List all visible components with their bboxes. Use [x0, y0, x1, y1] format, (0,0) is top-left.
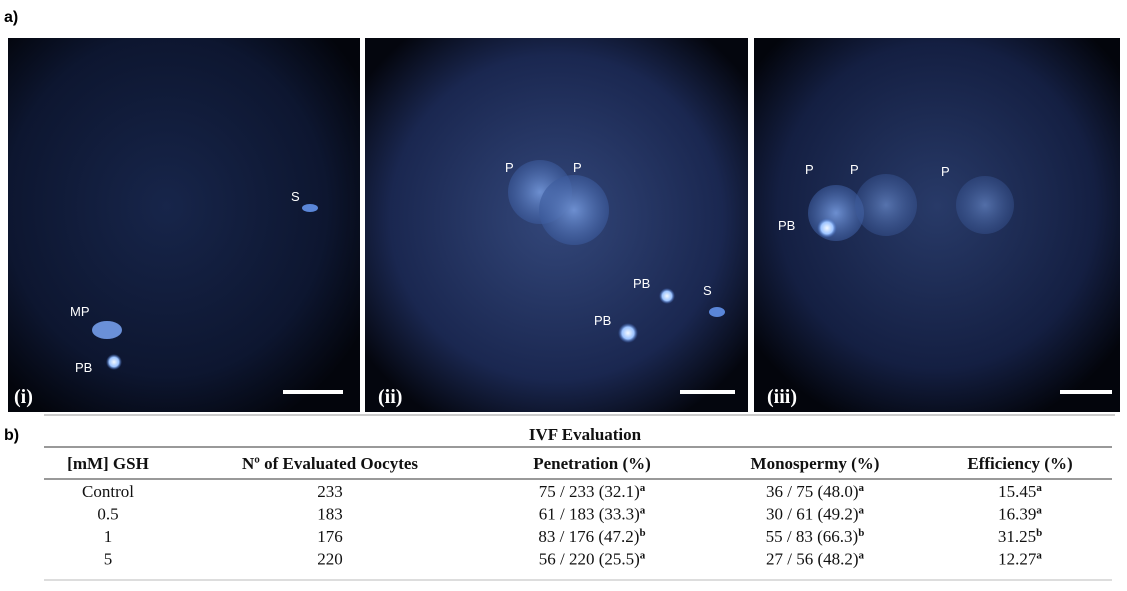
superscript: a [859, 550, 865, 562]
table-cell: 61 / 183 (33.3)a [539, 505, 646, 524]
blob [618, 323, 638, 343]
column-header: Penetration (%) [533, 454, 651, 473]
superscript: a [640, 550, 646, 562]
micrograph [8, 38, 360, 412]
column-header: [mM] GSH [67, 454, 149, 473]
blob [709, 307, 725, 317]
cell-value: 55 / 83 (66.3) [766, 527, 859, 546]
figure: a) S MP PB (i) P P PB S PB (ii) P P P PB… [0, 0, 1127, 591]
table-cell: 16.39a [998, 505, 1042, 524]
table-cell: 12.27a [998, 550, 1042, 569]
superscript: b [858, 527, 864, 539]
table-cell: 56 / 220 (25.5)a [539, 550, 646, 569]
table-cell: 0.5 [97, 505, 118, 524]
cell-value: 27 / 56 (48.2) [766, 550, 859, 569]
panel-label: (ii) [378, 386, 402, 408]
column-header: Efficiency (%) [967, 454, 1072, 473]
table-cell: 176 [317, 527, 343, 546]
panel-b-label: b) [4, 427, 19, 444]
micrograph [754, 38, 1120, 412]
blob [659, 288, 675, 304]
table-cell: 220 [317, 550, 343, 569]
cell-value: 83 / 176 (47.2) [538, 527, 639, 546]
blob [106, 354, 122, 370]
superscript: a [1036, 550, 1042, 562]
superscript: a [1036, 482, 1042, 494]
table-cell: 83 / 176 (47.2)b [538, 527, 645, 546]
table-cell: 75 / 233 (32.1)a [539, 482, 646, 501]
table-cell: 36 / 75 (48.0)a [766, 482, 865, 501]
cell-value: 12.27 [998, 550, 1037, 569]
table-cell: 15.45a [998, 482, 1042, 501]
table-cell: 1 [104, 527, 113, 546]
superscript: a [1036, 505, 1042, 517]
annotation: S [703, 283, 712, 298]
annotation: S [291, 189, 300, 204]
blob [92, 321, 122, 339]
blob [855, 174, 917, 236]
blob [956, 176, 1014, 234]
blob [302, 204, 318, 212]
blob [808, 185, 864, 241]
blob [539, 175, 609, 245]
superscript: a [859, 505, 865, 517]
annotation: PB [75, 360, 92, 375]
table-cell: 31.25b [998, 527, 1042, 546]
table-cell: 55 / 83 (66.3)b [766, 527, 865, 546]
superscript: b [1036, 527, 1042, 539]
annotation: P [805, 162, 814, 177]
annotation: MP [70, 304, 90, 319]
table-cell: 30 / 61 (49.2)a [766, 505, 865, 524]
annotation: PB [633, 276, 650, 291]
panel-label: (i) [14, 386, 33, 408]
superscript: a [859, 482, 865, 494]
table-cell: 183 [317, 505, 343, 524]
superscript: a [640, 482, 646, 494]
annotation: P [850, 162, 859, 177]
superscript: a [640, 505, 646, 517]
superscript: b [639, 527, 645, 539]
panel-a-label: a) [4, 9, 18, 26]
column-header: Nº of Evaluated Oocytes [242, 454, 418, 473]
cell-value: 36 / 75 (48.0) [766, 482, 859, 501]
table-cell: 233 [317, 482, 343, 501]
cell-value: 75 / 233 (32.1) [539, 482, 640, 501]
annotation: P [573, 160, 582, 175]
annotation: P [941, 164, 950, 179]
cell-value: 30 / 61 (49.2) [766, 505, 859, 524]
panel-label: (iii) [767, 386, 797, 408]
annotation: PB [778, 218, 795, 233]
table-cell: 5 [104, 550, 113, 569]
cell-value: 16.39 [998, 505, 1036, 524]
cell-value: 31.25 [998, 527, 1036, 546]
cell-value: 56 / 220 (25.5) [539, 550, 640, 569]
column-header: Monospermy (%) [751, 454, 880, 473]
annotation: P [505, 160, 514, 175]
blob [817, 218, 837, 238]
cell-value: 61 / 183 (33.3) [539, 505, 640, 524]
annotation: PB [594, 313, 611, 328]
table-cell: 27 / 56 (48.2)a [766, 550, 865, 569]
table-cell: Control [82, 482, 134, 501]
cell-value: 15.45 [998, 482, 1036, 501]
table-title: IVF Evaluation [529, 425, 642, 444]
